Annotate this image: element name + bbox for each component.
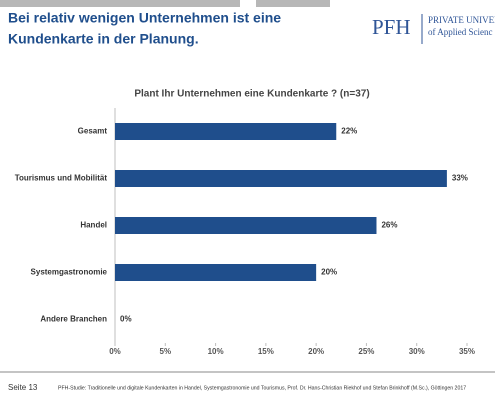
deco-bar (0, 0, 240, 7)
value-label: 26% (381, 221, 397, 230)
y-tick-label: Handel (80, 221, 107, 230)
page-number: Seite 13 (8, 383, 38, 392)
x-tick-label: 0% (109, 347, 121, 356)
x-tick-label: 25% (358, 347, 374, 356)
logo-text: of Applied Scienc (428, 27, 493, 37)
logo-text: PRIVATE UNIVERSI (428, 15, 495, 25)
slide-title: Bei relativ wenigen Unternehmen ist eine (8, 10, 281, 26)
y-tick-label: Systemgastronomie (31, 268, 108, 277)
bar (115, 123, 337, 140)
y-tick-label: Tourismus und Mobilität (15, 174, 108, 183)
x-tick-label: 15% (258, 347, 274, 356)
source-note: PFH-Studie: Traditionelle und digitale K… (58, 385, 466, 391)
y-tick-label: Gesamt (78, 127, 108, 136)
value-label: 0% (120, 315, 132, 324)
logo-mark: PFH (372, 15, 411, 39)
chart-title: Plant Ihr Unternehmen eine Kundenkarte ?… (134, 89, 369, 100)
bar (115, 264, 317, 281)
bar (115, 217, 377, 234)
bar (115, 170, 447, 187)
slide-title: Kundenkarte in der Planung. (8, 31, 199, 47)
value-label: 20% (321, 268, 337, 277)
x-tick-label: 35% (459, 347, 475, 356)
x-tick-label: 5% (160, 347, 172, 356)
x-tick-label: 30% (409, 347, 425, 356)
value-label: 22% (341, 127, 357, 136)
x-tick-label: 10% (208, 347, 224, 356)
deco-bar (256, 0, 330, 7)
value-label: 33% (452, 174, 468, 183)
x-tick-label: 20% (308, 347, 324, 356)
y-tick-label: Andere Branchen (40, 315, 107, 324)
